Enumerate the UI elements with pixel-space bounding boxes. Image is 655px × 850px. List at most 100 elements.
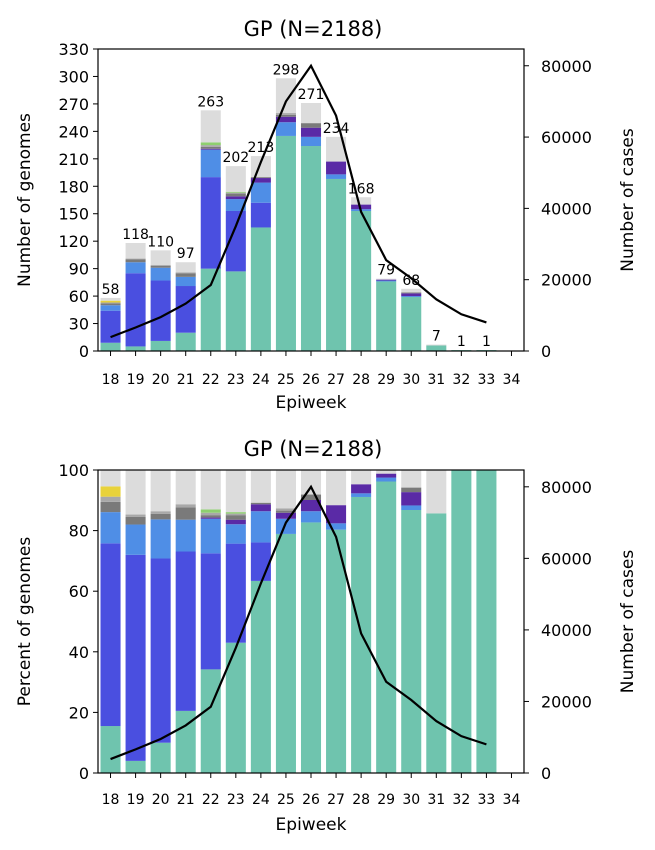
bar-segment [200, 110, 221, 143]
y-tick-label: 180 [58, 177, 89, 196]
x-tick-label: 18 [102, 792, 120, 808]
bar-segment [275, 510, 296, 513]
y2-tick-label: 80000 [541, 57, 592, 76]
x-tick-label: 32 [452, 792, 470, 808]
bar-total-label: 110 [147, 234, 174, 250]
bar-segment [125, 514, 146, 517]
bar-segment [376, 279, 397, 281]
bar-total-label: 97 [177, 246, 195, 262]
plot-frame [97, 469, 525, 774]
bar-segment [200, 553, 221, 670]
y2-tick-label: 40000 [541, 621, 592, 640]
bar-segment [250, 470, 271, 503]
bar-segment [200, 669, 221, 773]
bar-segment [326, 523, 347, 530]
bar-segment [200, 146, 221, 149]
bar-segment [175, 276, 196, 287]
bar-segment [125, 516, 146, 525]
bar-total-label: 168 [348, 181, 375, 197]
bar-segment [275, 114, 296, 117]
x-tick-label: 18 [102, 372, 120, 388]
y-axis-right: 0 20000 40000 60000 80000 [524, 57, 592, 361]
x-tick-label: 27 [327, 792, 345, 808]
bar-segment [401, 297, 422, 351]
y-tick-label: 300 [58, 67, 89, 86]
x-tick-label: 28 [352, 792, 370, 808]
y-tick-label: 210 [58, 150, 89, 169]
bar-segment [250, 542, 271, 581]
bar-segment [401, 296, 422, 298]
x-tick-label: 22 [202, 372, 220, 388]
bar-segment [225, 513, 246, 516]
y2-tick-label: 80000 [541, 478, 592, 497]
bar-segment [225, 210, 246, 272]
bar-segment [326, 136, 347, 162]
cases-line [110, 63, 487, 339]
bar-segment [275, 518, 296, 534]
x-tick-label: 29 [377, 372, 395, 388]
bar-segment [100, 342, 121, 351]
bar-segment [401, 293, 422, 297]
bar-segment [225, 193, 246, 197]
bar-segment [150, 250, 171, 265]
bar-segment [326, 470, 347, 506]
bar-segment [200, 142, 221, 146]
bar-total-label: 7 [432, 329, 441, 345]
x-tick-label: 25 [277, 372, 295, 388]
bar-segment [225, 166, 246, 192]
bar-segment [150, 519, 171, 559]
bar-segment [351, 204, 372, 210]
bar-segment [125, 760, 146, 773]
bar-segment [225, 196, 246, 200]
y2-tick-label: 0 [541, 764, 551, 783]
y2-tick-label: 40000 [541, 199, 592, 218]
bar-segment [300, 146, 322, 351]
bar-segment [250, 202, 271, 228]
y-tick-label: 40 [69, 643, 89, 662]
bar-segment [200, 148, 221, 150]
bar-segment [300, 522, 322, 773]
bar-segment [426, 470, 447, 514]
bar-segment [125, 243, 146, 259]
bar-segment [476, 470, 497, 773]
bar-segment [300, 511, 322, 523]
x-tick-label: 34 [503, 792, 521, 808]
x-tick-label: 19 [127, 372, 145, 388]
bar-segment [275, 135, 296, 351]
bar-segment [250, 502, 271, 505]
y-tick-label: 60 [69, 582, 89, 601]
bar-segment [200, 268, 221, 351]
bar-segment [250, 511, 271, 543]
bar-segment [401, 510, 422, 773]
x-tick-label: 19 [127, 792, 145, 808]
bar-segment [150, 513, 171, 520]
bar-segment [100, 512, 121, 544]
y-tick-label: 0 [79, 764, 89, 783]
bar-segment [200, 515, 221, 518]
bar-segment [100, 726, 121, 773]
x-tick-label: 30 [402, 792, 420, 808]
bar-segment [225, 470, 246, 513]
y2-tick-label: 0 [541, 342, 551, 361]
bar-segment [150, 265, 171, 268]
bar-segment [100, 305, 121, 311]
x-tick-label: 27 [327, 372, 345, 388]
bar-segment [300, 136, 322, 146]
y-tick-label: 30 [69, 315, 89, 334]
bar-segment [225, 515, 246, 520]
bar-segment [275, 116, 296, 123]
chart-genome-percent: GP (N=2188) 0 20 40 60 80 100 0 20000 40000 6000… [15, 437, 638, 835]
bar-segment [225, 199, 246, 211]
bar-segment [150, 742, 171, 773]
bar-segment [200, 509, 221, 513]
cases-line-group [110, 63, 487, 339]
bar-segment [100, 300, 121, 303]
bar-total-label: 234 [323, 121, 350, 137]
y-tick-label: 90 [69, 260, 89, 279]
x-tick-label: 28 [352, 372, 370, 388]
bar-segment [175, 710, 196, 773]
bar-total-label: 68 [402, 273, 420, 289]
bar-total-label: 213 [248, 140, 275, 156]
